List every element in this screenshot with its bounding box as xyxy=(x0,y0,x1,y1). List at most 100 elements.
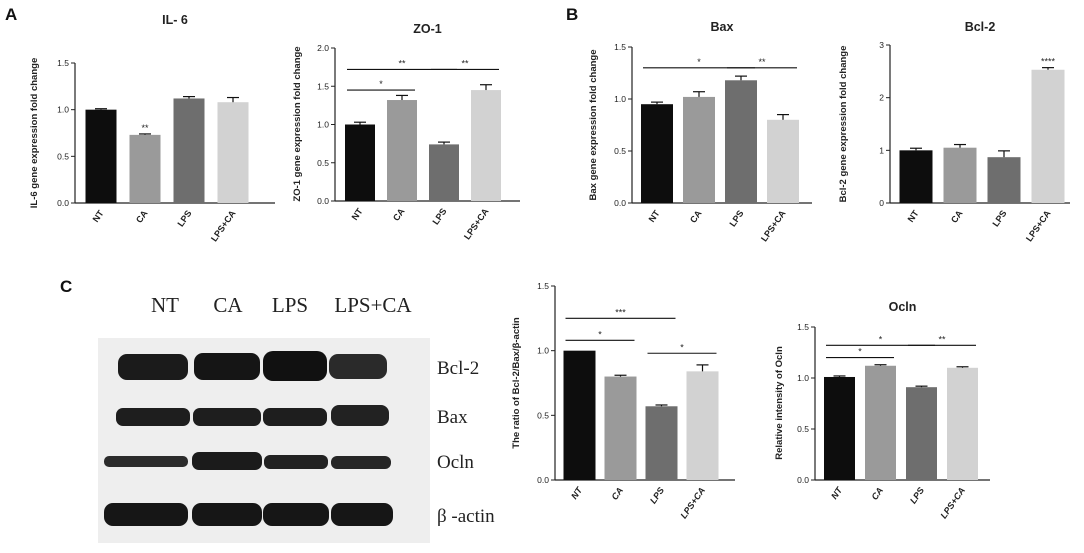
x-tick-label: CA xyxy=(688,208,704,225)
blot-band xyxy=(192,452,262,470)
blot-band xyxy=(263,503,329,526)
blot-band xyxy=(329,354,387,379)
x-tick-label: NT xyxy=(350,206,365,222)
bar xyxy=(686,371,719,480)
y-tick-label: 0.0 xyxy=(614,198,626,208)
blot-band xyxy=(263,351,327,381)
x-tick-label: NT xyxy=(569,484,585,501)
chart-title: Bax xyxy=(711,20,734,34)
y-axis-label: Relative intensity of Ocln xyxy=(774,346,785,460)
x-tick-label: LPS xyxy=(175,208,193,228)
significance-label: ** xyxy=(461,58,469,68)
y-tick-label: 1.0 xyxy=(797,373,809,383)
y-tick-label: 0.5 xyxy=(537,410,549,420)
x-tick-label: LPS+CA xyxy=(759,208,788,243)
bar xyxy=(947,367,978,480)
x-tick-label: CA xyxy=(609,485,625,501)
chart-title: IL- 6 xyxy=(162,13,188,27)
x-tick-label: CA xyxy=(869,485,885,501)
chart-il6: IL- 6 IL-6 gene expression fold change 0.0… xyxy=(29,13,275,243)
y-axis-label: The ratio of Bcl-2/Bax/β-actin xyxy=(511,317,522,449)
bar xyxy=(645,406,678,480)
blot-row-bcl2: Bcl-2 xyxy=(437,358,479,379)
blot-band xyxy=(192,503,262,526)
y-tick-label: 0.5 xyxy=(317,158,329,168)
y-axis-label: Bax gene expression fold change xyxy=(588,50,599,201)
y-tick-label: 2.0 xyxy=(317,43,329,53)
bar xyxy=(129,134,161,203)
bar xyxy=(987,157,1021,203)
y-tick-label: 1.0 xyxy=(537,346,549,356)
x-tick-label: NT xyxy=(647,208,662,224)
bar xyxy=(563,350,596,480)
y-tick-label: 1.0 xyxy=(614,94,626,104)
chart-title: ZO-1 xyxy=(413,22,442,36)
bar xyxy=(767,119,799,203)
y-axis-label: Bcl-2 gene expression fold change xyxy=(838,46,849,203)
western-blot: NT CA LPS LPS+CA Bcl-2 Bax Ocln β -actin xyxy=(98,293,495,543)
y-tick-label: 1.5 xyxy=(537,281,549,291)
x-tick-label: LPS xyxy=(908,485,926,505)
y-axis-label: ZO-1 gene expression fold change xyxy=(292,46,303,201)
panel-letter-b: B xyxy=(566,5,578,24)
significance-label: *** xyxy=(615,307,626,317)
x-tick-label: LPS xyxy=(727,208,745,228)
x-tick-label: NT xyxy=(906,208,921,224)
bar xyxy=(173,98,205,203)
blot-band xyxy=(263,408,327,426)
y-tick-label: 1.5 xyxy=(614,42,626,52)
bar xyxy=(683,96,715,203)
panel-letter-c: C xyxy=(60,277,72,296)
panel-letter-a: A xyxy=(5,5,17,24)
significance-label: * xyxy=(697,57,701,67)
y-tick-label: 0.0 xyxy=(57,198,69,208)
bar xyxy=(345,124,375,201)
x-tick-label: LPS xyxy=(990,208,1008,228)
significance-label: **** xyxy=(1041,57,1056,67)
y-axis-label: IL-6 gene expression fold change xyxy=(29,58,40,208)
y-tick-label: 0.0 xyxy=(797,475,809,485)
bar xyxy=(471,90,501,201)
y-tick-label: 1.0 xyxy=(317,120,329,130)
x-tick-label: NT xyxy=(91,208,106,224)
significance-label: * xyxy=(858,347,862,357)
x-tick-label: LPS+CA xyxy=(678,485,707,520)
blot-band xyxy=(104,456,188,467)
blot-band xyxy=(331,503,393,526)
blot-band xyxy=(104,503,188,526)
blot-band xyxy=(331,405,389,426)
bar xyxy=(641,104,673,203)
blot-band xyxy=(118,354,188,380)
x-tick-label: LPS xyxy=(648,485,666,505)
significance-label: ** xyxy=(398,58,406,68)
x-tick-label: CA xyxy=(134,208,150,225)
blot-lane-ca: CA xyxy=(213,293,243,317)
bar xyxy=(899,150,933,203)
y-tick-label: 2 xyxy=(879,93,884,103)
x-tick-label: LPS xyxy=(430,206,448,226)
significance-label: ** xyxy=(938,334,946,344)
y-tick-label: 1.0 xyxy=(57,105,69,115)
y-tick-label: 0.5 xyxy=(614,146,626,156)
bar xyxy=(217,102,249,203)
x-tick-label: CA xyxy=(949,208,965,225)
bar xyxy=(1031,69,1065,204)
bar xyxy=(604,376,637,480)
y-tick-label: 3 xyxy=(879,40,884,50)
y-tick-label: 0 xyxy=(879,198,884,208)
bar xyxy=(429,144,459,201)
bar xyxy=(943,147,977,203)
blot-band xyxy=(264,455,328,469)
y-tick-label: 0.0 xyxy=(317,196,329,206)
y-tick-label: 1.5 xyxy=(317,81,329,91)
y-tick-label: 0.0 xyxy=(537,475,549,485)
blot-lane-lps: LPS xyxy=(272,293,308,317)
significance-label: ** xyxy=(758,57,766,67)
y-tick-label: 1.5 xyxy=(797,322,809,332)
y-tick-label: 1.5 xyxy=(57,58,69,68)
bar xyxy=(85,109,117,203)
blot-band xyxy=(193,408,261,426)
chart-title: Ocln xyxy=(889,300,917,314)
chart-title: Bcl-2 xyxy=(965,20,996,34)
